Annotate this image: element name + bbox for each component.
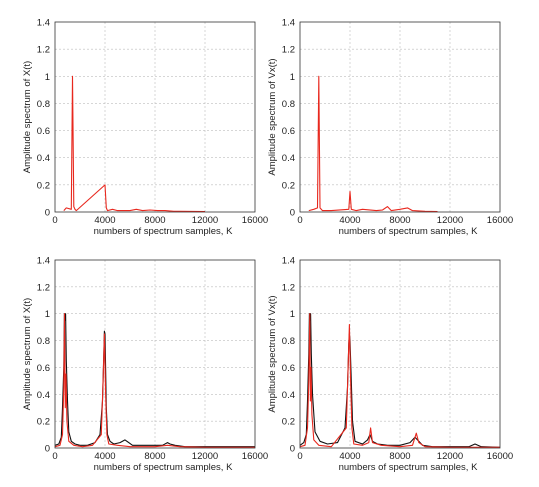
x-tick-label: 8000 bbox=[389, 215, 410, 226]
x-tick-label: 0 bbox=[297, 451, 302, 462]
y-tick-label: 1 bbox=[45, 72, 50, 83]
y-tick-label: 0.8 bbox=[37, 336, 50, 347]
x-tick-label: 16000 bbox=[242, 451, 268, 462]
x-tick-label: 8000 bbox=[389, 451, 410, 462]
x-tick-label: 4000 bbox=[339, 451, 360, 462]
series-line-2 bbox=[299, 313, 500, 448]
y-tick-label: 0.4 bbox=[37, 390, 50, 401]
x-tick-label: 4000 bbox=[94, 451, 115, 462]
series-line-2 bbox=[54, 313, 255, 448]
y-tick-label: 1.4 bbox=[37, 18, 50, 29]
series-line-1 bbox=[63, 75, 206, 213]
y-tick-label: 0.8 bbox=[282, 336, 295, 347]
y-tick-label: 0.8 bbox=[282, 99, 295, 110]
x-tick-label: 8000 bbox=[144, 451, 165, 462]
y-tick-label: 0.6 bbox=[282, 126, 295, 137]
x-tick-label: 12000 bbox=[437, 451, 463, 462]
x-axis-label: numbers of spectrum samples, K bbox=[94, 226, 234, 237]
y-axis-label: Amplitude spectrum of Vx(t) bbox=[267, 295, 278, 412]
y-tick-label: 0.4 bbox=[282, 390, 295, 401]
y-axis-label: Amplitude spectrum of X(t) bbox=[22, 61, 33, 173]
plot-frame bbox=[299, 21, 501, 213]
plot-frame bbox=[54, 259, 256, 449]
y-tick-label: 0.6 bbox=[282, 363, 295, 374]
y-tick-label: 0.6 bbox=[37, 363, 50, 374]
chart-panel-2: 0 0.2 0.4 0.6 0.8 1 1.2 1.4 0 4000 8000 12000 16000 n… bbox=[267, 18, 513, 238]
y-tick-label: 1.2 bbox=[282, 45, 295, 56]
x-tick-label: 0 bbox=[52, 215, 57, 226]
y-tick-label: 1 bbox=[290, 72, 295, 83]
series-line-1 bbox=[54, 313, 255, 448]
x-tick-label: 12000 bbox=[437, 215, 463, 226]
x-tick-label: 4000 bbox=[339, 215, 360, 226]
x-tick-label: 8000 bbox=[144, 215, 165, 226]
y-tick-label: 0 bbox=[290, 208, 295, 219]
x-tick-label: 16000 bbox=[487, 215, 513, 226]
x-axis-label: numbers of spectrum samples, K bbox=[94, 462, 234, 473]
plot-frame bbox=[54, 21, 256, 213]
x-tick-label: 0 bbox=[297, 215, 302, 226]
x-axis-label: numbers of spectrum samples, K bbox=[339, 462, 479, 473]
y-tick-label: 0.6 bbox=[37, 126, 50, 137]
y-tick-label: 0.2 bbox=[37, 417, 50, 428]
y-tick-label: 0.2 bbox=[282, 417, 295, 428]
y-tick-label: 1 bbox=[45, 309, 50, 320]
y-tick-label: 1 bbox=[290, 309, 295, 320]
x-tick-label: 12000 bbox=[192, 451, 218, 462]
y-tick-label: 0 bbox=[290, 444, 295, 455]
y-tick-label: 0.4 bbox=[282, 153, 295, 164]
chart-panel-4: 0 0.2 0.4 0.6 0.8 1 1.2 1.4 0 4000 8000 12000 16000 n… bbox=[267, 256, 513, 474]
plot-frame bbox=[299, 259, 501, 449]
y-tick-label: 1.4 bbox=[282, 256, 295, 267]
y-axis-label: Amplitude spectrum of Vx(t) bbox=[267, 58, 278, 175]
x-axis-label: numbers of spectrum samples, K bbox=[339, 226, 479, 237]
x-tick-label: 12000 bbox=[192, 215, 218, 226]
y-tick-label: 0.2 bbox=[282, 180, 295, 191]
series-line-1 bbox=[308, 75, 438, 213]
y-tick-label: 1.2 bbox=[282, 282, 295, 293]
y-tick-label: 1.2 bbox=[37, 282, 50, 293]
chart-panel-1: 0 0.2 0.4 0.6 0.8 1 1.2 1.4 0 4000 8000 12000 16000 n… bbox=[22, 18, 268, 238]
y-tick-label: 0.8 bbox=[37, 99, 50, 110]
chart-panel-3: 0 0.2 0.4 0.6 0.8 1 1.2 1.4 0 4000 8000 12000 16000 n… bbox=[22, 256, 268, 474]
x-tick-label: 16000 bbox=[487, 451, 513, 462]
x-tick-label: 0 bbox=[52, 451, 57, 462]
y-tick-label: 1.2 bbox=[37, 45, 50, 56]
y-tick-label: 1.4 bbox=[37, 256, 50, 267]
y-tick-label: 0 bbox=[45, 444, 50, 455]
x-tick-label: 16000 bbox=[242, 215, 268, 226]
y-tick-label: 1.4 bbox=[282, 18, 295, 29]
y-tick-label: 0.2 bbox=[37, 180, 50, 191]
y-axis-label: Amplitude spectrum of X(t) bbox=[22, 298, 33, 410]
x-tick-label: 4000 bbox=[94, 215, 115, 226]
y-tick-label: 0 bbox=[45, 208, 50, 219]
y-tick-label: 0.4 bbox=[37, 153, 50, 164]
